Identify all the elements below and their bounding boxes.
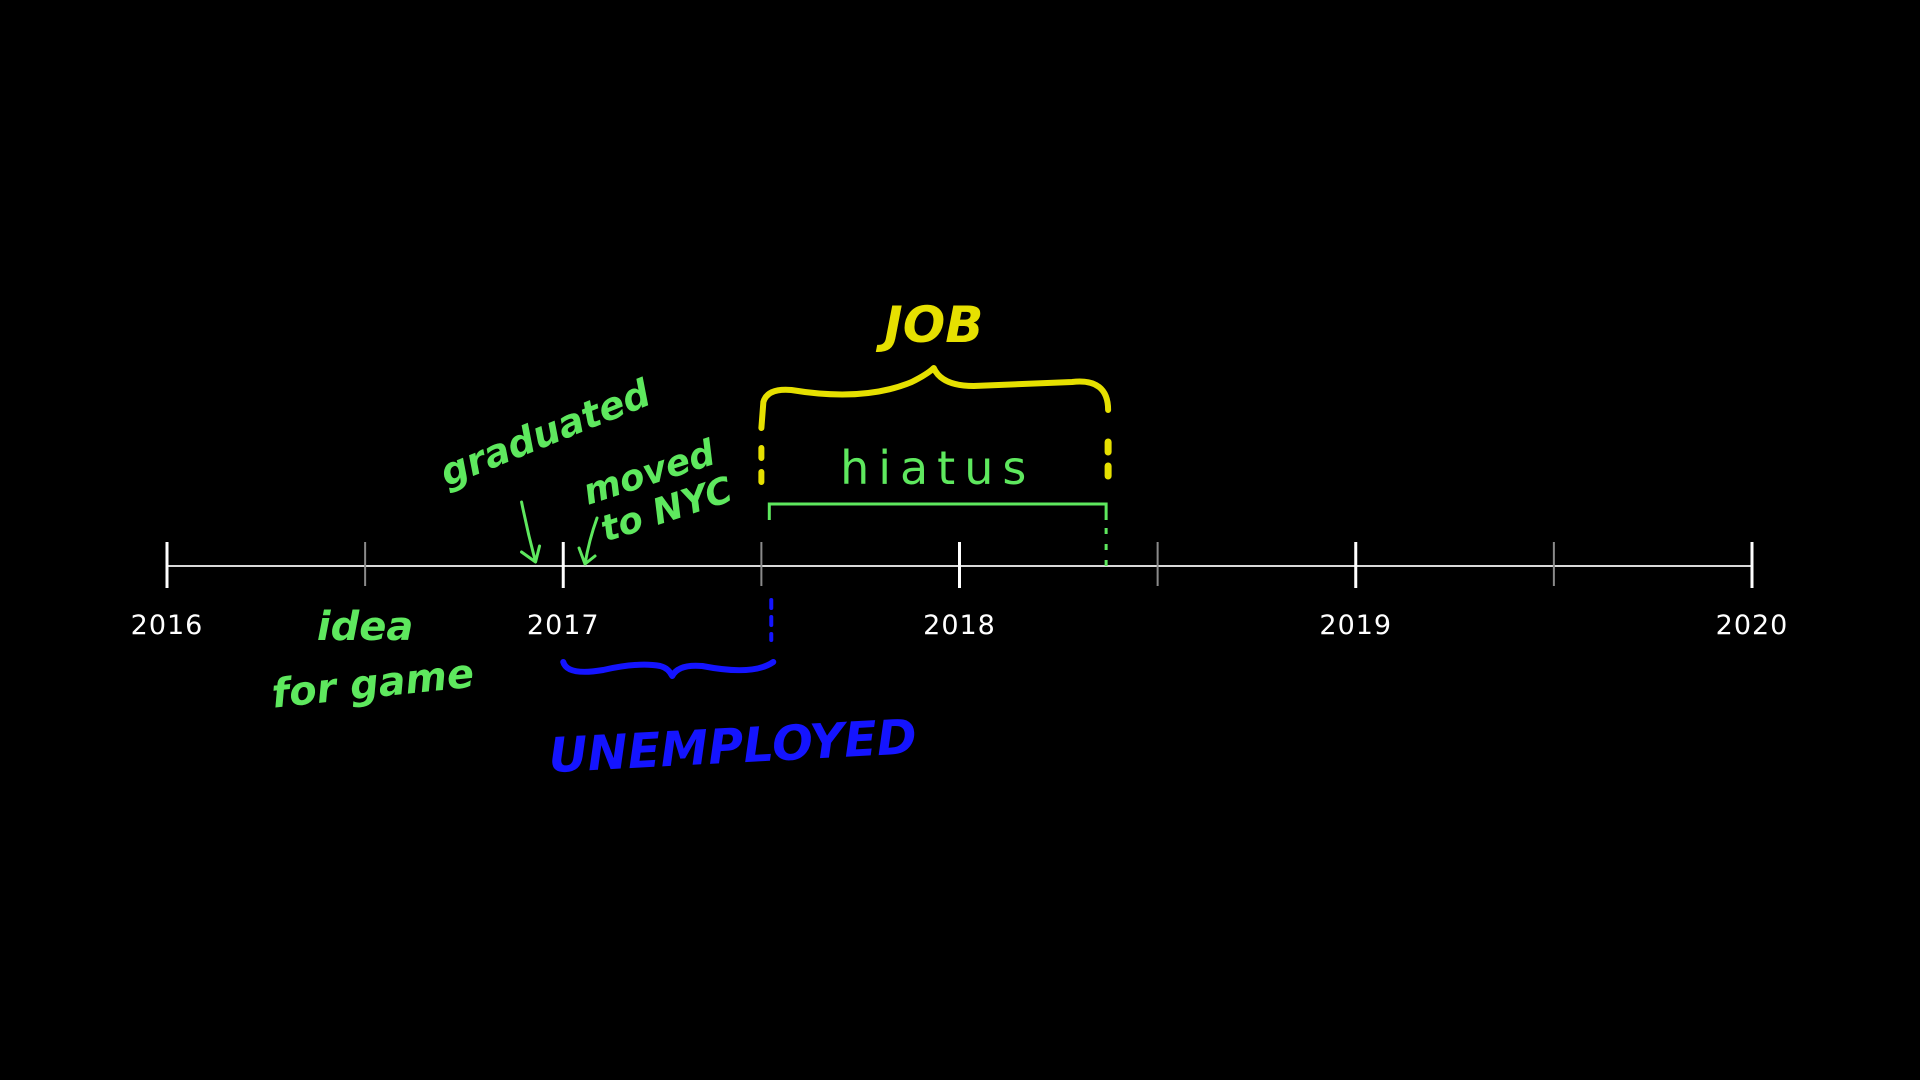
year-labels: 2016 2017 2018 2019 2020 xyxy=(131,610,1789,641)
graduated-arrow-icon xyxy=(520,500,542,564)
unemployed-curly-brace xyxy=(560,659,777,679)
moved-annotation: moved to NYC xyxy=(577,432,738,566)
job-label: JOB xyxy=(875,296,983,354)
year-label-2016: 2016 xyxy=(131,610,204,641)
job-bracket: JOB xyxy=(758,296,1112,499)
unemployed-label: UNEMPLOYED xyxy=(547,709,918,784)
year-label-2017: 2017 xyxy=(527,610,600,641)
unemployed-bracket: UNEMPLOYED xyxy=(547,598,918,784)
major-ticks xyxy=(165,542,1754,588)
hiatus-bracket: hiatus xyxy=(767,441,1108,572)
year-label-2019: 2019 xyxy=(1319,610,1392,641)
idea-label-line1: idea xyxy=(317,604,413,650)
idea-annotation: idea for game xyxy=(269,604,476,718)
minor-ticks xyxy=(364,542,1555,586)
idea-label-line2: for game xyxy=(269,651,476,718)
hiatus-bracket-line xyxy=(767,502,1108,520)
year-label-2018: 2018 xyxy=(923,610,996,641)
moved-arrow-icon xyxy=(577,516,599,566)
hiatus-label: hiatus xyxy=(840,441,1035,495)
job-curly-brace xyxy=(758,365,1112,431)
year-label-2020: 2020 xyxy=(1716,610,1789,641)
